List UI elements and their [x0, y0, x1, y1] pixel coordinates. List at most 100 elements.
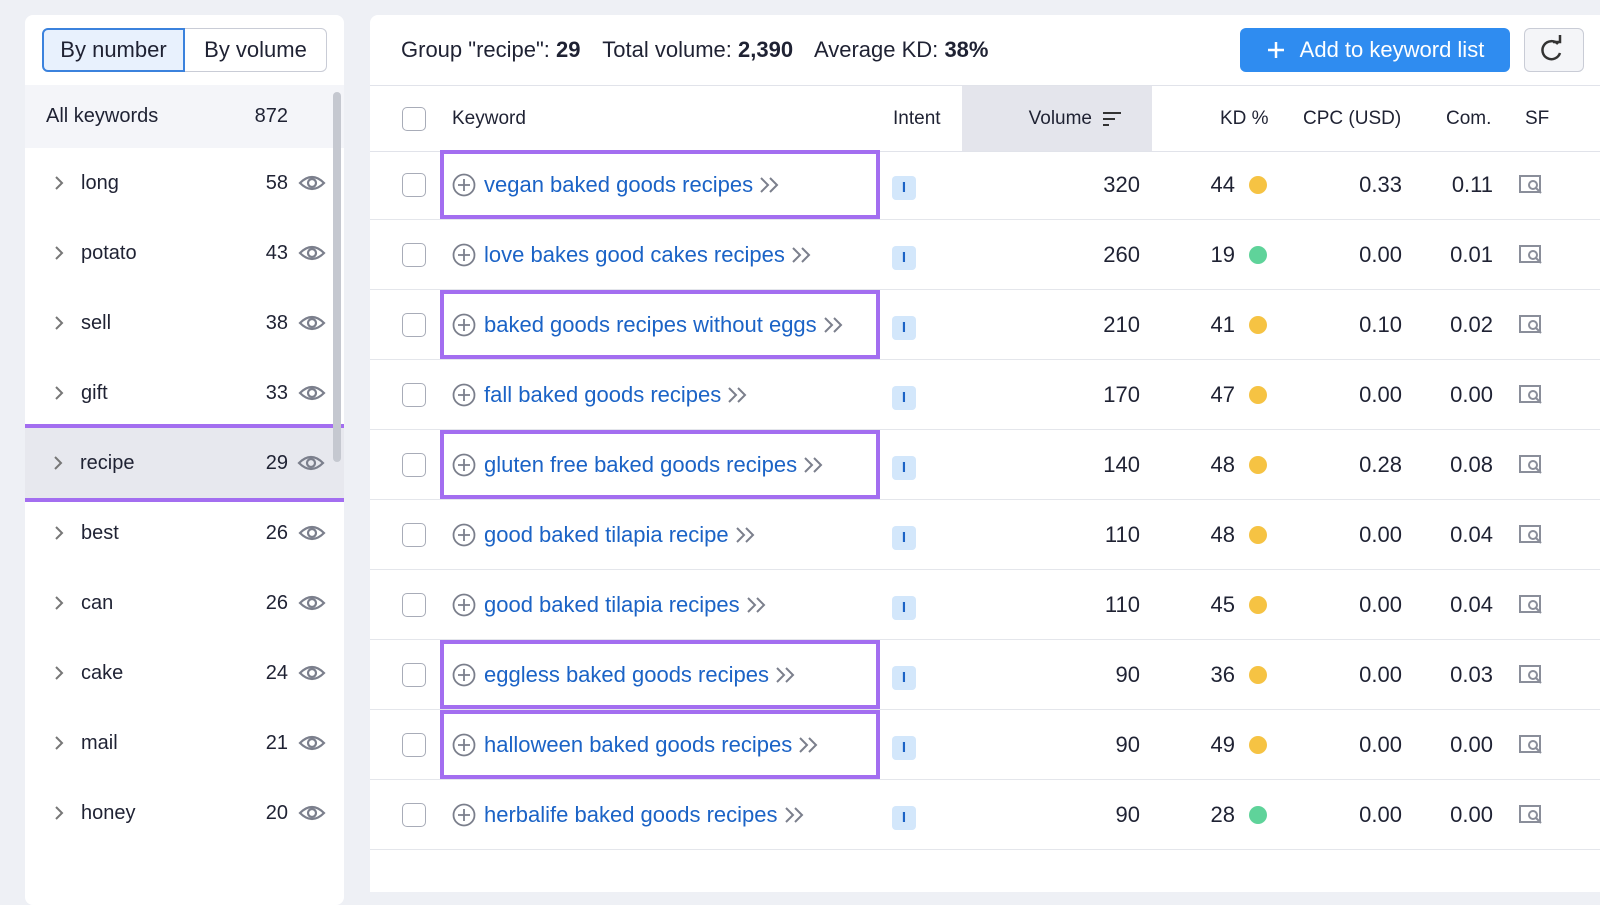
group-row[interactable]: honey 20 — [25, 778, 344, 848]
sf-icon — [1519, 385, 1542, 404]
main-panel: Group "recipe": 29 Total volume: 2,390 A… — [370, 15, 1600, 892]
competition: 0.00 — [1450, 802, 1493, 827]
keyword-link[interactable]: love bakes good cakes recipes — [484, 240, 811, 277]
add-icon — [452, 663, 476, 687]
competition: 0.00 — [1450, 382, 1493, 407]
tab[interactable]: By number — [42, 28, 185, 72]
expand-icon — [55, 246, 64, 260]
keyword-cell: gluten free baked goods recipes — [440, 430, 880, 499]
column-header[interactable]: SF — [1525, 107, 1550, 129]
group-row[interactable]: sell 38 — [25, 288, 344, 358]
keyword-link[interactable]: vegan baked goods recipes — [484, 170, 779, 207]
volume: 90 — [1115, 802, 1140, 827]
summary: Group "recipe": 29 Total volume: 2,390 A… — [401, 37, 1004, 63]
checkbox-cell — [370, 150, 440, 219]
eye-icon — [298, 805, 326, 821]
intent-cell: I — [880, 220, 962, 289]
open-icon — [784, 807, 804, 823]
group-name: potato — [81, 241, 137, 264]
checkbox[interactable] — [402, 663, 426, 687]
intent-badge: I — [892, 176, 916, 200]
keyword-link[interactable]: fall baked goods recipes — [484, 380, 747, 417]
group-row[interactable]: long 58 — [25, 148, 344, 218]
scrollbar[interactable] — [333, 92, 341, 462]
table-row: baked goods recipes without eggs I 210 41 0… — [370, 290, 1600, 360]
keyword-cell: fall baked goods recipes — [440, 360, 880, 429]
kd-cell: 19 — [1152, 220, 1280, 289]
intent-badge: I — [892, 246, 916, 270]
eye-icon — [298, 665, 326, 681]
checkbox[interactable] — [402, 593, 426, 617]
group-row[interactable]: mail 21 — [25, 708, 344, 778]
group-count: 58 — [265, 171, 288, 194]
sf-cell — [1500, 430, 1600, 499]
group-name: mail — [81, 731, 118, 754]
group-row[interactable]: recipe 29 — [25, 424, 344, 502]
kd-cell: 41 — [1152, 290, 1280, 359]
group-name: best — [81, 521, 119, 544]
checkbox[interactable] — [402, 803, 426, 827]
column-header[interactable]: Keyword — [452, 107, 526, 129]
refresh-icon — [1541, 35, 1562, 61]
add-icon — [452, 173, 476, 197]
group-row[interactable]: gift 33 — [25, 358, 344, 428]
group-row[interactable]: best 26 — [25, 498, 344, 568]
competition: 0.03 — [1450, 662, 1493, 687]
eye-icon — [298, 315, 326, 331]
volume: 2,390 — [738, 37, 794, 62]
keyword: baked goods recipes without eggs — [484, 312, 817, 337]
group-row[interactable]: cake 24 — [25, 638, 344, 708]
volume: 90 — [1115, 732, 1140, 757]
keyword-cell: halloween baked goods recipes — [440, 710, 880, 779]
checkbox-cell — [370, 780, 440, 849]
keyword-link[interactable]: good baked tilapia recipe — [484, 520, 755, 557]
group-name: cake — [81, 661, 124, 684]
eye-icon — [298, 245, 326, 261]
button-label: Add to keyword list — [1299, 37, 1485, 62]
refresh-button[interactable] — [1524, 28, 1584, 72]
column-header[interactable]: CPC (USD) — [1303, 107, 1402, 129]
column-header[interactable]: Volume — [962, 86, 1152, 151]
keyword-link[interactable]: gluten free baked goods recipes — [484, 450, 823, 487]
column-header[interactable]: KD % — [1220, 107, 1269, 129]
cpc: 0.00 — [1359, 802, 1402, 827]
expand-icon — [55, 806, 64, 820]
keyword-link[interactable]: good baked tilapia recipes — [484, 590, 766, 627]
column-header[interactable]: Intent — [893, 107, 941, 129]
sf-icon — [1519, 525, 1542, 544]
checkbox[interactable] — [402, 383, 426, 407]
group-row[interactable]: potato 43 — [25, 218, 344, 288]
checkbox-cell — [370, 360, 440, 429]
eye-icon — [298, 595, 326, 611]
checkbox[interactable] — [402, 313, 426, 337]
add-icon — [452, 803, 476, 827]
kd-dot — [1249, 176, 1267, 194]
kd-dot — [1249, 666, 1267, 684]
kd-dot — [1249, 806, 1267, 824]
sf-icon — [1519, 245, 1542, 264]
checkbox[interactable] — [402, 453, 426, 477]
add-button[interactable]: Add to keyword list — [1240, 28, 1510, 72]
cpc: 0.10 — [1359, 312, 1402, 337]
group-row[interactable]: can 26 — [25, 568, 344, 638]
kd-dot — [1249, 386, 1267, 404]
checkbox[interactable] — [402, 243, 426, 267]
open-icon — [824, 317, 843, 333]
checkbox[interactable] — [402, 173, 426, 197]
header-checkbox[interactable] — [402, 86, 426, 151]
column-header[interactable]: Com. — [1446, 107, 1492, 129]
keyword-link[interactable]: halloween baked goods recipes — [484, 730, 818, 767]
all-keywords-row[interactable]: All keywords 872 — [25, 85, 344, 148]
intent-cell: I — [880, 500, 962, 569]
keyword: eggless baked goods recipes — [484, 662, 769, 687]
checkbox[interactable] — [402, 523, 426, 547]
volume: 170 — [1103, 382, 1140, 407]
keyword-link[interactable]: eggless baked goods recipes — [484, 660, 795, 697]
group-name: gift — [81, 381, 108, 404]
tab[interactable]: By volume — [185, 28, 327, 72]
keyword-link[interactable]: baked goods recipes without eggs — [484, 310, 843, 347]
checkbox[interactable] — [402, 733, 426, 757]
keyword-link[interactable]: herbalife baked goods recipes — [484, 800, 804, 837]
group-count: 29 — [265, 451, 288, 474]
plus-icon — [1267, 42, 1284, 58]
